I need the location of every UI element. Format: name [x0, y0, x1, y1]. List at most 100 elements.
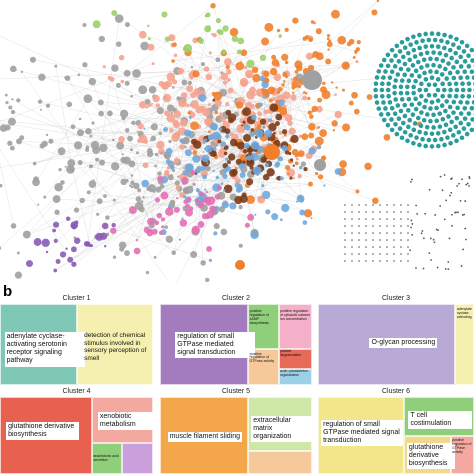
node: [101, 222, 109, 230]
ring-node: [440, 58, 446, 64]
node: [268, 98, 273, 103]
node: [219, 112, 224, 117]
ring-node: [445, 135, 450, 140]
ring-node: [415, 115, 421, 121]
grid-node: [351, 232, 353, 234]
node: [302, 91, 306, 94]
ring-node: [395, 103, 401, 108]
grid-node: [365, 232, 367, 234]
edge: [46, 52, 244, 253]
treemap: glutathione derivative biosynthesis xenob…: [0, 397, 153, 474]
ring-node: [423, 98, 429, 103]
ring-node: [464, 43, 470, 49]
pair-node: [448, 237, 451, 240]
pair-node: [441, 189, 444, 192]
node: [241, 124, 244, 127]
node: [271, 213, 279, 221]
node: [205, 190, 209, 194]
ring-node: [451, 75, 457, 81]
ring-node: [418, 51, 424, 57]
ring-node: [470, 117, 474, 122]
node: [271, 58, 280, 67]
node: [269, 67, 278, 76]
node: [275, 113, 283, 121]
ring-node: [446, 61, 451, 66]
tile: [278, 368, 312, 385]
node: [278, 99, 285, 106]
grid-node: [365, 239, 367, 241]
node: [250, 141, 260, 150]
node: [256, 145, 264, 153]
node: [37, 203, 40, 206]
node: [79, 197, 85, 204]
grid-node: [365, 211, 367, 213]
ring-node: [412, 54, 418, 59]
pair-node: [420, 232, 423, 235]
node: [150, 151, 153, 154]
node: [202, 174, 207, 180]
node: [179, 119, 188, 127]
node: [322, 156, 326, 160]
node: [383, 134, 391, 141]
ring-node: [454, 36, 459, 42]
node: [188, 206, 194, 212]
node: [167, 174, 174, 181]
pair-node: [457, 211, 459, 214]
node: [356, 40, 361, 45]
node: [273, 73, 282, 82]
ring-node: [429, 100, 435, 105]
node: [291, 148, 299, 156]
ring-node: [401, 120, 406, 126]
node: [128, 160, 136, 168]
edge: [90, 124, 177, 167]
node: [250, 128, 255, 132]
node: [246, 73, 252, 79]
node: [297, 150, 305, 158]
node: [212, 33, 217, 38]
node: [118, 54, 125, 61]
node: [321, 90, 331, 100]
node: [88, 243, 92, 248]
grid-node: [386, 246, 388, 248]
node: [105, 215, 110, 220]
ring-node: [451, 42, 456, 47]
node: [223, 184, 233, 194]
node: [264, 162, 270, 168]
node: [308, 147, 316, 155]
tile-label: xenobiotic metabolism: [97, 412, 153, 431]
pair-node: [436, 266, 439, 269]
node: [264, 22, 274, 32]
node: [85, 128, 92, 135]
node: [311, 110, 314, 113]
node: [39, 143, 45, 149]
node: [277, 86, 283, 92]
node: [183, 43, 193, 53]
node: [211, 33, 214, 36]
node: [32, 161, 37, 166]
tile-label: O-glycan processing: [369, 338, 438, 349]
ring-node: [434, 118, 440, 124]
ring-node: [458, 120, 463, 126]
node: [178, 238, 182, 241]
node: [77, 160, 83, 166]
pair-node: [422, 267, 425, 270]
ring-node: [470, 58, 474, 63]
ring-node: [445, 40, 450, 45]
node: [187, 197, 192, 202]
grid-node: [400, 246, 402, 248]
grid-node: [386, 253, 388, 255]
node: [239, 77, 249, 87]
node: [147, 43, 155, 51]
node: [14, 271, 23, 279]
node: [166, 104, 175, 112]
node: [154, 152, 159, 157]
node: [102, 65, 106, 69]
ring-node: [378, 112, 384, 117]
grid-node: [379, 260, 381, 262]
node: [325, 58, 332, 65]
node: [48, 138, 54, 144]
node: [90, 140, 100, 150]
node: [52, 228, 57, 233]
node: [166, 72, 176, 82]
ring-node: [448, 140, 453, 146]
